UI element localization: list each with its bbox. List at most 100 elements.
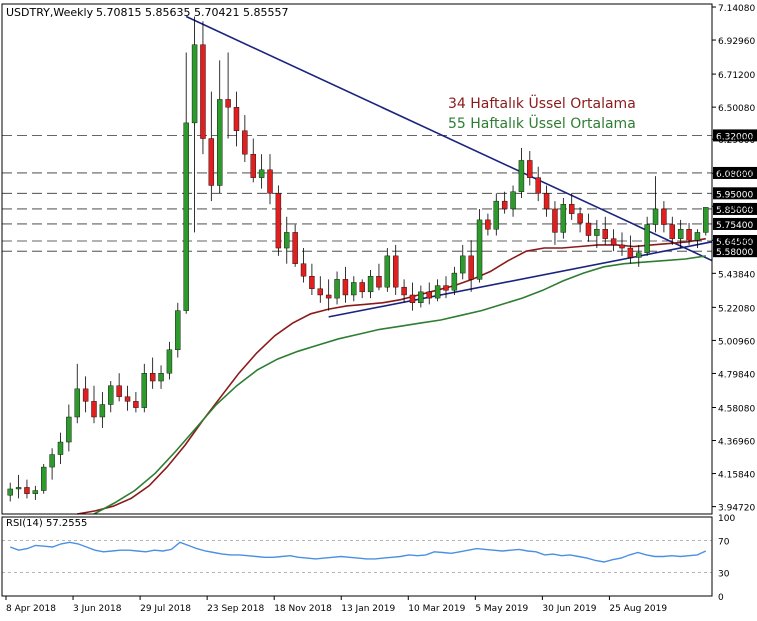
x-tick-label: 30 Jun 2019 bbox=[542, 604, 596, 614]
candle-body bbox=[585, 222, 592, 236]
y-tick-label: 6.29600 bbox=[718, 136, 755, 146]
candle-body bbox=[501, 200, 508, 210]
y-tick-label: 5.22080 bbox=[718, 304, 755, 314]
candle-body bbox=[552, 208, 558, 233]
candle-body bbox=[57, 441, 64, 455]
ema55-label: 55 Haftalık Üssel Ortalama bbox=[448, 114, 636, 132]
candle-body bbox=[627, 247, 634, 258]
candle-body bbox=[166, 349, 173, 374]
candle-body bbox=[451, 272, 458, 291]
candle-body bbox=[74, 388, 80, 418]
ema55-line bbox=[93, 255, 706, 515]
candle-body bbox=[317, 288, 323, 296]
level-label-box bbox=[713, 235, 757, 248]
rsi-tick-label: 70 bbox=[718, 538, 730, 548]
candle-body bbox=[460, 255, 466, 274]
candle-body bbox=[443, 285, 449, 291]
x-tick-label: 5 May 2019 bbox=[475, 604, 528, 614]
candle-body bbox=[108, 385, 114, 405]
y-tick-label: 5.86720 bbox=[718, 203, 755, 213]
candle-body bbox=[485, 219, 491, 230]
candle-body bbox=[7, 488, 13, 496]
candle-body bbox=[49, 454, 55, 468]
x-tick-label: 23 Sep 2018 bbox=[207, 604, 264, 614]
x-tick-label: 29 Jul 2018 bbox=[140, 604, 191, 614]
candle-body bbox=[24, 487, 30, 494]
candle-body bbox=[175, 310, 181, 350]
level-label-box bbox=[713, 166, 757, 179]
y-tick-label: 5.64960 bbox=[718, 237, 755, 247]
candle-body bbox=[677, 229, 684, 239]
y-tick-label: 6.71200 bbox=[718, 71, 755, 81]
candle-body bbox=[594, 229, 600, 236]
level-label: 6.08000 bbox=[716, 170, 753, 180]
candle-body bbox=[476, 219, 483, 280]
candle-body bbox=[686, 229, 692, 241]
candle-body bbox=[216, 99, 223, 186]
candle-body bbox=[242, 130, 248, 155]
chart-title: USDTRY,Weekly bbox=[6, 6, 94, 19]
y-tick-label: 7.14080 bbox=[718, 4, 755, 14]
candle-body bbox=[116, 385, 122, 397]
candle-body bbox=[200, 44, 206, 139]
descending-trendline bbox=[185, 15, 713, 262]
candle-body bbox=[636, 252, 642, 258]
candle-body bbox=[401, 286, 407, 296]
candle-body bbox=[577, 213, 583, 224]
candle-body bbox=[434, 285, 441, 299]
rsi-line bbox=[9, 541, 707, 563]
candle-body bbox=[275, 193, 282, 249]
x-tick-label: 13 Jan 2019 bbox=[341, 604, 395, 614]
ema34-label: 34 Haftalık Üssel Ortalama bbox=[448, 94, 636, 112]
y-tick-label: 4.58080 bbox=[718, 404, 755, 414]
candle-body bbox=[99, 404, 106, 418]
candle-body bbox=[225, 99, 231, 108]
y-tick-label: 6.92960 bbox=[718, 37, 755, 47]
candle-body bbox=[652, 208, 659, 225]
ohlc-readout: 5.70815 5.85635 5.70421 5.85557 bbox=[96, 6, 288, 19]
candle-body bbox=[535, 177, 541, 194]
main-plot-frame bbox=[1, 3, 713, 515]
candle-body bbox=[569, 204, 575, 214]
candle-body bbox=[15, 487, 22, 490]
rsi-tick-label: 0 bbox=[718, 593, 724, 603]
level-label-box bbox=[713, 217, 757, 230]
candle-body bbox=[493, 200, 499, 230]
candle-body bbox=[250, 153, 256, 178]
candle-body bbox=[610, 238, 617, 246]
candle-body bbox=[359, 282, 365, 293]
y-tick-label: 6.50080 bbox=[718, 104, 755, 114]
candle-body bbox=[418, 291, 424, 304]
candle-body bbox=[124, 396, 131, 402]
candle-body bbox=[66, 416, 72, 443]
ascending-trendline bbox=[328, 241, 713, 318]
level-label-box bbox=[713, 245, 757, 258]
candle-body bbox=[384, 255, 391, 288]
candle-body bbox=[351, 282, 357, 296]
rsi-label: RSI(14) 57.2555 bbox=[6, 518, 87, 529]
level-label-box bbox=[713, 187, 757, 200]
candle-body bbox=[91, 401, 97, 418]
y-tick-label: 5.00960 bbox=[718, 337, 755, 347]
ema34-line bbox=[77, 237, 706, 515]
candle-body bbox=[703, 207, 709, 233]
candle-body bbox=[325, 294, 332, 299]
candle-body bbox=[393, 255, 399, 288]
candle-body bbox=[133, 401, 139, 408]
candle-body bbox=[258, 169, 265, 178]
level-label: 5.58000 bbox=[716, 248, 753, 258]
level-label-box bbox=[713, 202, 757, 215]
level-label: 5.64500 bbox=[716, 238, 753, 248]
candle-body bbox=[518, 160, 525, 192]
x-tick-label: 25 Aug 2019 bbox=[609, 604, 667, 614]
y-tick-label: 4.15840 bbox=[718, 471, 755, 481]
rsi-plot-frame bbox=[1, 516, 713, 597]
candle-body bbox=[284, 232, 290, 249]
candle-body bbox=[309, 276, 315, 289]
x-tick-label: 18 Nov 2018 bbox=[274, 604, 332, 614]
candle-body bbox=[602, 229, 608, 239]
x-tick-label: 10 Mar 2019 bbox=[408, 604, 465, 614]
level-label-box bbox=[713, 129, 757, 142]
